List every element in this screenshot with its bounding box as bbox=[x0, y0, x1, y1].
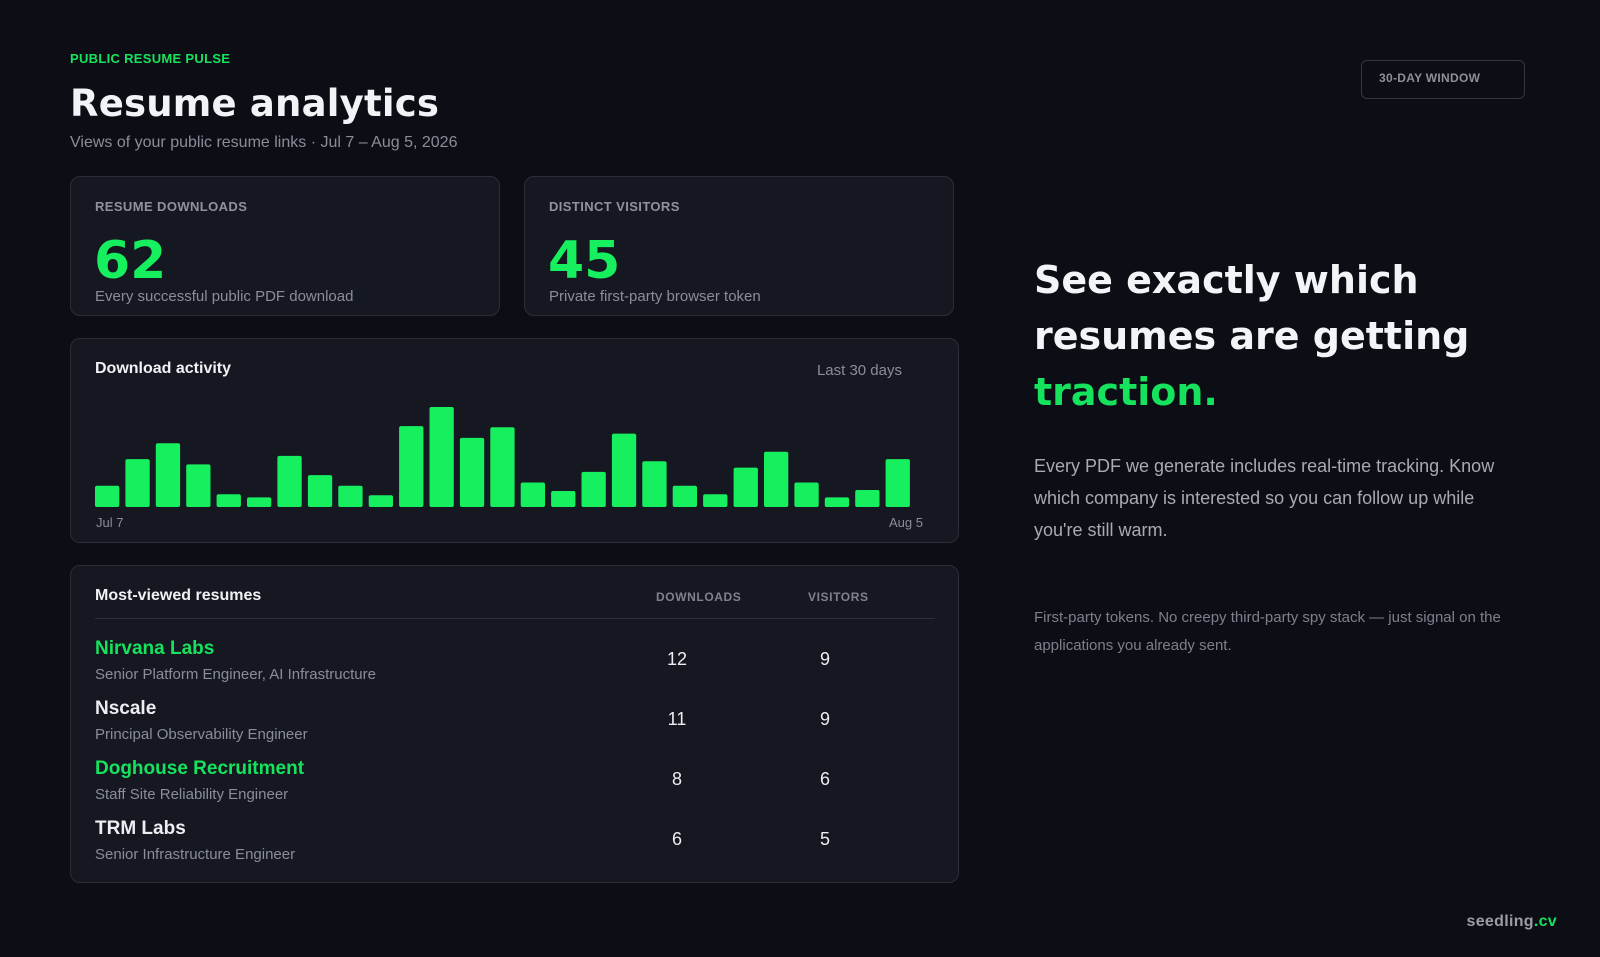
activity-bar-1 bbox=[95, 485, 120, 507]
downloads-count: 8 bbox=[671, 769, 682, 789]
downloads-count: 12 bbox=[666, 649, 688, 669]
visitors-count: 6 bbox=[819, 769, 830, 789]
visitors-count: 5 bbox=[819, 829, 830, 849]
downloads-count: 11 bbox=[667, 709, 687, 729]
activity-bar-20 bbox=[672, 485, 697, 507]
activity-bar-16 bbox=[551, 491, 576, 507]
table-row[interactable]: Nscale Principal Observability Engineer … bbox=[71, 698, 960, 758]
activity-bar-5 bbox=[216, 494, 241, 507]
activity-bar-7 bbox=[277, 455, 302, 507]
activity-bar-23 bbox=[764, 451, 789, 507]
activity-bar-18 bbox=[611, 433, 637, 507]
table-title: Most-viewed resumes bbox=[95, 587, 262, 604]
activity-bar-19 bbox=[642, 461, 667, 507]
x-axis-end-label: Aug 5 bbox=[889, 515, 923, 530]
brand-tld: .cv bbox=[1533, 913, 1557, 930]
activity-bar-2 bbox=[125, 459, 150, 507]
table-row[interactable]: TRM Labs Senior Infrastructure Engineer … bbox=[71, 818, 960, 878]
headline-line-1: See exactly which bbox=[1034, 258, 1419, 302]
brand-logo[interactable]: seedling.cv bbox=[1467, 913, 1557, 931]
role-title: Senior Infrastructure Engineer bbox=[95, 846, 296, 863]
stat-value: 62 bbox=[94, 231, 167, 291]
stat-description: Every successful public PDF download bbox=[95, 288, 354, 305]
promo-headline: See exactly which resumes are getting tr… bbox=[1034, 252, 1494, 420]
activity-bar-21 bbox=[703, 494, 728, 507]
column-header-visitors: VISITORS bbox=[808, 590, 869, 604]
company-link[interactable]: Nscale bbox=[95, 698, 157, 719]
x-axis-start-label: Jul 7 bbox=[96, 515, 124, 530]
downloads-count: 6 bbox=[671, 829, 682, 849]
activity-bar-14 bbox=[490, 427, 515, 507]
activity-bar-3 bbox=[155, 443, 181, 507]
activity-bar-17 bbox=[581, 471, 606, 507]
headline-accent: traction. bbox=[1034, 370, 1218, 414]
headline-line-2: resumes are getting bbox=[1034, 314, 1470, 358]
activity-bar-10 bbox=[368, 495, 393, 507]
resume-downloads-card: RESUME DOWNLOADS 62 Every successful pub… bbox=[70, 176, 500, 316]
column-header-downloads: DOWNLOADS bbox=[656, 590, 742, 604]
activity-bar-11 bbox=[399, 426, 424, 507]
table-row[interactable]: Nirvana Labs Senior Platform Engineer, A… bbox=[71, 638, 960, 698]
activity-bar-12 bbox=[429, 407, 454, 507]
activity-bar-26 bbox=[855, 490, 880, 507]
activity-bar-8 bbox=[307, 475, 333, 507]
activity-bar-15 bbox=[520, 482, 545, 507]
activity-title: Download activity bbox=[95, 360, 232, 377]
role-title: Staff Site Reliability Engineer bbox=[95, 786, 289, 803]
activity-bar-6 bbox=[247, 497, 272, 507]
role-title: Principal Observability Engineer bbox=[95, 726, 308, 743]
page-subtitle: Views of your public resume links · Jul … bbox=[70, 134, 458, 151]
stat-label: DISTINCT VISITORS bbox=[549, 199, 680, 214]
company-link[interactable]: Doghouse Recruitment bbox=[95, 758, 305, 779]
activity-bar-27 bbox=[885, 459, 910, 507]
distinct-visitors-card: DISTINCT VISITORS 45 Private first-party… bbox=[524, 176, 954, 316]
download-bar-chart bbox=[95, 407, 910, 507]
activity-bar-9 bbox=[338, 485, 363, 507]
stat-description: Private first-party browser token bbox=[549, 288, 761, 305]
visitors-count: 9 bbox=[819, 649, 830, 669]
activity-bar-4 bbox=[186, 464, 211, 507]
table-divider bbox=[95, 618, 935, 619]
activity-bar-13 bbox=[459, 437, 485, 507]
brand-name: seedling bbox=[1466, 913, 1534, 930]
role-title: Senior Platform Engineer, AI Infrastruct… bbox=[95, 666, 376, 683]
activity-bar-25 bbox=[824, 497, 850, 507]
company-link[interactable]: TRM Labs bbox=[95, 818, 186, 839]
page-title: Resume analytics bbox=[70, 82, 440, 125]
download-activity-card: Download activity Last 30 days Jul 7 Aug… bbox=[70, 338, 959, 543]
promo-body: Every PDF we generate includes real-time… bbox=[1034, 456, 1495, 540]
company-link[interactable]: Nirvana Labs bbox=[95, 638, 215, 659]
activity-bar-24 bbox=[794, 482, 819, 507]
eyebrow: PUBLIC RESUME PULSE bbox=[70, 51, 231, 66]
most-viewed-table: Most-viewed resumes DOWNLOADS VISITORS N… bbox=[70, 565, 959, 883]
stat-label: RESUME DOWNLOADS bbox=[95, 199, 248, 214]
stat-value: 45 bbox=[548, 231, 621, 291]
window-badge[interactable]: 30-DAY WINDOW bbox=[1361, 60, 1525, 99]
activity-bar-22 bbox=[733, 467, 758, 507]
table-row[interactable]: Doghouse Recruitment Staff Site Reliabil… bbox=[71, 758, 960, 818]
activity-range: Last 30 days bbox=[816, 362, 902, 379]
visitors-count: 9 bbox=[819, 709, 830, 729]
promo-fine-print: First-party tokens. No creepy third-part… bbox=[1034, 609, 1501, 654]
